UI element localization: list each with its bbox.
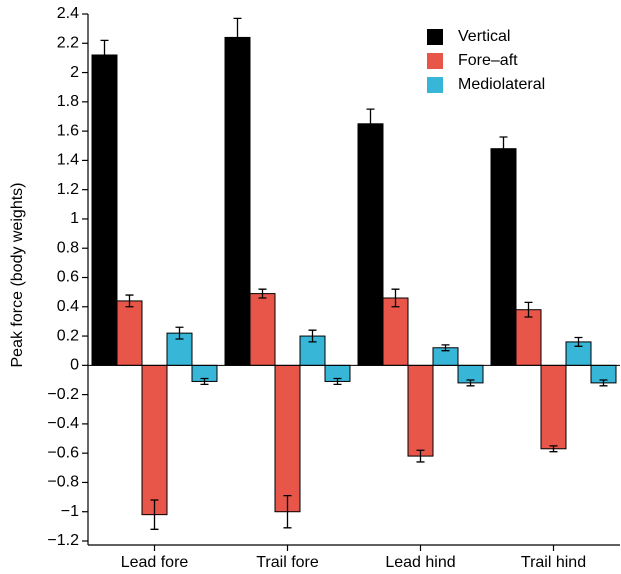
error-bar bbox=[200, 377, 209, 386]
bar bbox=[224, 36, 251, 366]
y-tick-label: 1.4 bbox=[57, 152, 79, 169]
y-tick-label: 1.2 bbox=[57, 181, 79, 198]
legend-swatch bbox=[427, 29, 443, 45]
error-bar bbox=[233, 17, 242, 58]
bar bbox=[515, 309, 542, 366]
y-tick-label: 0.2 bbox=[57, 327, 79, 344]
error-bar bbox=[125, 294, 134, 308]
x-tick-label: Trail fore bbox=[256, 554, 319, 569]
y-tick-label: 0 bbox=[70, 357, 79, 374]
y-tick-label: 1.8 bbox=[57, 93, 79, 110]
y-tick-label: 1.6 bbox=[57, 122, 79, 139]
y-tick-label: 1 bbox=[70, 210, 79, 227]
bar bbox=[116, 300, 143, 366]
error-bar bbox=[466, 379, 475, 387]
x-tick-label: Lead hind bbox=[385, 554, 455, 569]
bar bbox=[91, 54, 118, 366]
bar bbox=[407, 364, 434, 457]
bar bbox=[274, 364, 301, 513]
y-tick-label: 2 bbox=[70, 64, 79, 81]
error-bar bbox=[150, 499, 159, 530]
legend-swatch bbox=[427, 53, 443, 69]
y-tick-label: 0.6 bbox=[57, 269, 79, 286]
error-bar bbox=[100, 39, 109, 71]
error-bar bbox=[524, 301, 533, 318]
x-tick-label: Lead fore bbox=[121, 554, 189, 569]
y-tick-label: −1.2 bbox=[47, 532, 79, 549]
error-bar bbox=[366, 108, 375, 140]
bar bbox=[490, 148, 517, 366]
y-tick-label: 0.4 bbox=[57, 298, 79, 315]
error-bar bbox=[416, 449, 425, 463]
error-bar bbox=[574, 336, 583, 347]
y-tick-label: −0.6 bbox=[47, 444, 79, 461]
y-tick-label: −0.4 bbox=[47, 415, 79, 432]
error-bar bbox=[258, 288, 267, 299]
bar bbox=[540, 364, 567, 450]
error-bar bbox=[599, 379, 608, 387]
legend-label: Vertical bbox=[458, 28, 510, 45]
y-axis-label: Peak force (body weights) bbox=[9, 183, 26, 368]
error-bar bbox=[308, 329, 317, 343]
y-tick-label: −0.2 bbox=[47, 386, 79, 403]
error-bar bbox=[499, 136, 508, 162]
error-bar bbox=[441, 344, 450, 352]
bar bbox=[382, 297, 409, 366]
error-bar bbox=[549, 445, 558, 453]
bar bbox=[249, 293, 276, 366]
error-bar bbox=[391, 288, 400, 308]
bar bbox=[357, 123, 384, 366]
y-tick-label: −0.8 bbox=[47, 474, 79, 491]
y-tick-label: 2.2 bbox=[57, 34, 79, 51]
y-tick-label: 0.8 bbox=[57, 239, 79, 256]
legend-swatch bbox=[427, 77, 443, 93]
y-tick-label: 2.4 bbox=[57, 5, 79, 22]
error-bar bbox=[175, 326, 184, 340]
error-bar bbox=[333, 377, 342, 386]
legend-label: Fore–aft bbox=[458, 52, 518, 69]
error-bar bbox=[283, 494, 292, 529]
legend-label: Mediolateral bbox=[458, 76, 545, 93]
x-tick-label: Trail hind bbox=[521, 554, 586, 569]
y-tick-label: −1 bbox=[61, 503, 79, 520]
bar bbox=[141, 364, 168, 516]
